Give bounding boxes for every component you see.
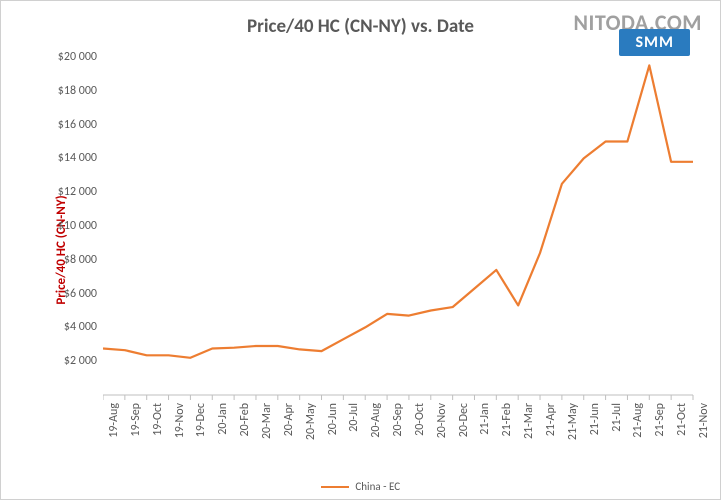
x-tick-label: 20-Sep: [391, 403, 405, 437]
y-tick-label: $6 000: [37, 287, 97, 301]
y-tick-label: $16 000: [37, 118, 97, 132]
x-tick-label: 20-Aug: [369, 403, 383, 438]
x-tick-label: 21-May: [566, 403, 580, 440]
y-tick-label: $18 000: [37, 84, 97, 98]
x-tick-label: 21-Nov: [697, 403, 711, 438]
x-tick-label: 21-Jan: [478, 403, 492, 435]
x-tick-label: 20-Mar: [260, 403, 274, 439]
chart-svg: [103, 57, 695, 405]
x-tick-label: 20-Dec: [457, 403, 471, 437]
plot-area: $2 000$4 000$6 000$8 000$10 000$12 000$1…: [103, 57, 693, 395]
x-tick-label: 20-Jun: [326, 403, 340, 435]
x-tick-label: 20-Feb: [238, 403, 252, 436]
logo-badge: SMM: [619, 29, 690, 56]
x-tick-label: 19-Oct: [151, 403, 165, 436]
x-tick-label: 21-Sep: [653, 403, 667, 437]
x-tick-label: 20-Apr: [282, 403, 296, 436]
legend-label: China - EC: [355, 480, 400, 493]
x-tick-label: 21-Jul: [610, 403, 624, 432]
x-tick-label: 19-Aug: [107, 403, 121, 438]
x-tick-label: 21-Apr: [544, 403, 558, 436]
x-tick-label: 20-Oct: [413, 403, 427, 436]
x-tick-label: 20-Jul: [347, 403, 361, 432]
x-tick-label: 19-Sep: [129, 403, 143, 437]
x-tick-label: 19-Nov: [173, 403, 187, 438]
y-tick-label: $10 000: [37, 219, 97, 233]
y-tick-label: $4 000: [37, 320, 97, 334]
x-tick-label: 21-Feb: [500, 403, 514, 436]
x-tick-label: 21-Aug: [631, 403, 645, 438]
x-tick-label: 21-Mar: [522, 403, 536, 439]
y-tick-label: $12 000: [37, 185, 97, 199]
series-line-china-ec: [103, 65, 693, 357]
legend: China - EC: [1, 480, 720, 493]
x-tick-label: 21-Oct: [675, 403, 689, 436]
y-tick-label: $2 000: [37, 354, 97, 368]
x-tick-label: 20-May: [304, 403, 318, 440]
chart-container: Price/40 HC (CN-NY) vs. Date NITODA.COM …: [0, 0, 721, 500]
x-tick-label: 21-Jun: [588, 403, 602, 435]
x-tick-label: 20-Jan: [216, 403, 230, 435]
x-tick-label: 20-Nov: [435, 403, 449, 438]
y-tick-label: $8 000: [37, 253, 97, 267]
legend-swatch: [321, 486, 349, 488]
x-tick-label: 19-Dec: [194, 403, 208, 437]
y-tick-label: $14 000: [37, 151, 97, 165]
y-tick-label: $20 000: [37, 50, 97, 64]
